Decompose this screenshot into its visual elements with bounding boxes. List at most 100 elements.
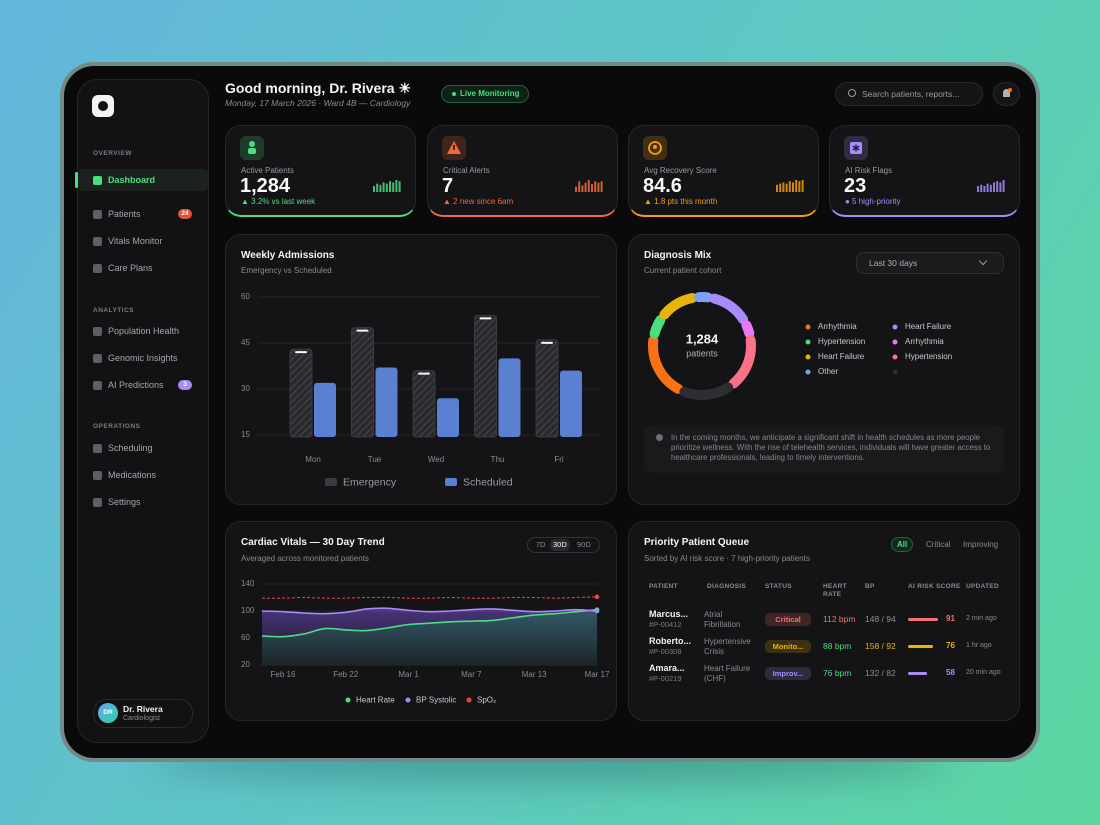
nav-item[interactable]: Dashboard bbox=[108, 175, 156, 185]
kpi-spark-bar bbox=[989, 184, 992, 192]
patient-name[interactable]: Roberto... bbox=[649, 636, 691, 646]
section-title: OPERATIONS bbox=[93, 423, 141, 430]
section-title: ANALYTICS bbox=[93, 307, 135, 314]
heart-rate: 112 bpm bbox=[823, 614, 856, 624]
series-end-dot bbox=[594, 608, 600, 614]
x-tick-label: Wed bbox=[428, 455, 444, 464]
kpi-label: Active Patients bbox=[241, 166, 294, 175]
kpi-spark-bar bbox=[581, 185, 584, 192]
note-icon bbox=[656, 434, 663, 441]
nav-item[interactable]: Medications bbox=[108, 470, 157, 480]
diagnosis: Atrial Fibrillation bbox=[704, 610, 741, 629]
nav-icon bbox=[93, 176, 102, 185]
y-tick-label: 140 bbox=[241, 579, 255, 588]
legend-dot bbox=[466, 697, 472, 703]
range-option[interactable]: 90D bbox=[577, 540, 591, 549]
kpi-icon-glyph bbox=[648, 141, 662, 155]
kpi-icon bbox=[643, 136, 667, 160]
status-text: Live Monitoring bbox=[460, 89, 520, 98]
status-pill: Critical bbox=[765, 613, 811, 626]
kpi-spark-bar bbox=[385, 183, 388, 192]
nav-icon bbox=[93, 444, 102, 453]
nav-item[interactable]: Patients bbox=[108, 209, 141, 219]
filter-tab[interactable]: Critical bbox=[926, 540, 951, 549]
column-header: UPDATED bbox=[966, 583, 1000, 590]
queue-panel bbox=[628, 521, 1020, 721]
kpi-spark-bar bbox=[986, 183, 989, 192]
nav-icon bbox=[93, 327, 102, 336]
kpi-spark-bar bbox=[977, 186, 979, 192]
x-tick-label: Fri bbox=[554, 455, 564, 464]
nav-icon bbox=[93, 354, 102, 363]
blood-pressure: 132 / 82 bbox=[865, 668, 896, 678]
kpi-delta: ▲ 3.2% vs last week bbox=[241, 197, 316, 206]
panel-title: Cardiac Vitals — 30 Day Trend bbox=[241, 537, 385, 548]
bar bbox=[314, 382, 336, 437]
legend-label: Hypertension bbox=[905, 352, 952, 361]
donut-segment bbox=[648, 335, 684, 394]
kpi-spark-bar bbox=[392, 182, 395, 192]
kpi-value: 7 bbox=[442, 175, 454, 197]
patient-name[interactable]: Amara... bbox=[649, 663, 685, 673]
search-box[interactable] bbox=[835, 82, 983, 106]
bar bbox=[535, 339, 559, 438]
kpi-spark-bar bbox=[389, 181, 391, 192]
range-option[interactable]: 30D bbox=[550, 539, 570, 551]
y-tick-label: 30 bbox=[241, 384, 250, 393]
nav-item[interactable]: Genomic Insights bbox=[108, 353, 178, 363]
kpi-spark-bar bbox=[591, 184, 593, 192]
series-line bbox=[261, 596, 598, 599]
legend-dot bbox=[892, 324, 898, 330]
user-card[interactable] bbox=[93, 699, 193, 728]
search-icon bbox=[848, 89, 856, 97]
kpi-spark-bar bbox=[382, 182, 385, 192]
x-tick-label: Mar 13 bbox=[522, 670, 547, 679]
kpi-spark-bar bbox=[798, 181, 801, 192]
bell-icon bbox=[1003, 89, 1010, 97]
kpi-spark-bar bbox=[376, 183, 379, 192]
kpi-spark-bar bbox=[395, 180, 398, 192]
kpi-spark-bar bbox=[801, 180, 804, 192]
patient-id: #P-00412 bbox=[649, 620, 682, 629]
section-title: OVERVIEW bbox=[93, 150, 132, 157]
kpi-spark-bar bbox=[788, 181, 791, 192]
panel-subtitle: Current patient cohort bbox=[644, 266, 722, 275]
kpi-card bbox=[427, 125, 618, 217]
patient-name[interactable]: Marcus... bbox=[649, 609, 689, 619]
nav-item[interactable]: Care Plans bbox=[108, 263, 153, 273]
filter-tab[interactable]: All bbox=[891, 537, 914, 552]
legend-label: Arrhythmia bbox=[818, 322, 857, 331]
range-option[interactable]: 7D bbox=[536, 540, 546, 549]
legend-dot bbox=[405, 697, 411, 703]
status-pill bbox=[441, 85, 529, 103]
kpi-spark-bar bbox=[980, 184, 983, 192]
kpi-value: 84.6 bbox=[643, 175, 682, 197]
nav-item[interactable]: Settings bbox=[108, 497, 141, 507]
x-tick-label: Tue bbox=[368, 455, 382, 464]
filter-tab[interactable]: Improving bbox=[963, 540, 999, 549]
legend-label: Heart Rate bbox=[356, 696, 395, 705]
donut-center-label: patients bbox=[686, 348, 718, 358]
kpi-delta: ▲ 1.8 pts this month bbox=[644, 197, 718, 206]
nav-item[interactable]: Population Health bbox=[108, 326, 180, 336]
legend-dot bbox=[805, 369, 811, 375]
bar bbox=[412, 370, 436, 438]
user-avatar: DR bbox=[98, 703, 118, 723]
nav-item[interactable]: Vitals Monitor bbox=[108, 236, 163, 246]
kpi-spark-bar bbox=[795, 180, 798, 192]
filter-dropdown[interactable] bbox=[856, 252, 1004, 274]
nav-active-bar bbox=[75, 172, 78, 188]
kpi-spark-bar bbox=[594, 181, 597, 192]
nav-item[interactable]: Scheduling bbox=[108, 443, 153, 453]
donut-segment bbox=[741, 320, 755, 339]
kpi-spark-bar bbox=[373, 186, 375, 192]
nav-icon bbox=[93, 237, 102, 246]
kpi-label: AI Risk Flags bbox=[845, 166, 893, 175]
updated: 1 hr ago bbox=[966, 642, 992, 649]
kpi-spark-bar bbox=[575, 186, 577, 192]
risk-score: 58 bbox=[946, 668, 955, 677]
range-toggle bbox=[527, 537, 600, 553]
nav-item[interactable]: AI Predictions bbox=[108, 380, 164, 390]
kpi-card bbox=[628, 125, 819, 217]
nav-badge: 24 bbox=[178, 209, 192, 219]
